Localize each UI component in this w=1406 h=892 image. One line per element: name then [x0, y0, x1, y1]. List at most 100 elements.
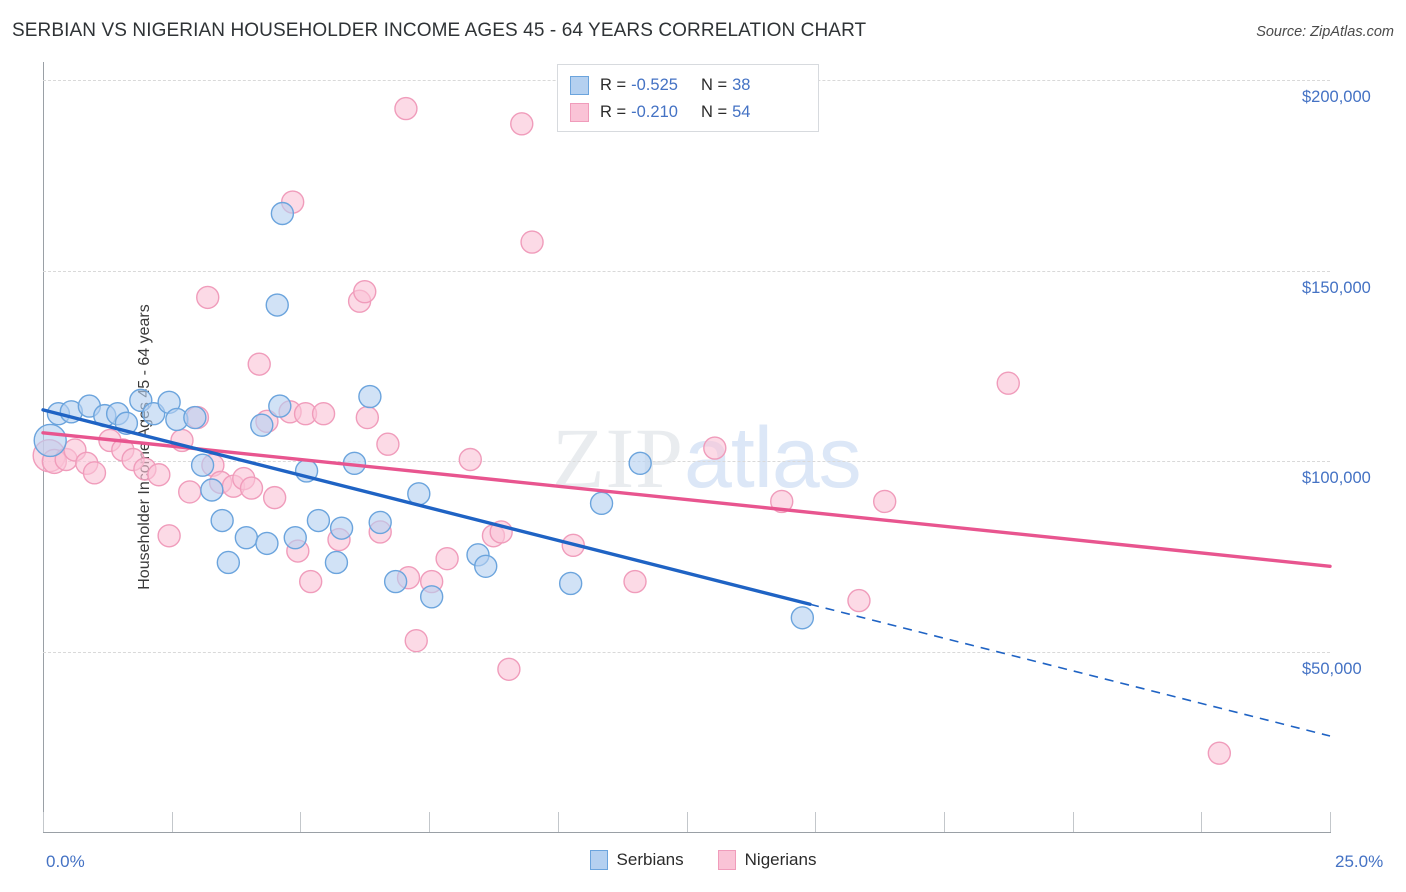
scatter-point-serbians[interactable] [200, 478, 224, 502]
scatter-point-nigerians[interactable] [520, 230, 544, 254]
scatter-point-serbians[interactable] [283, 525, 307, 550]
scatter-point-serbians[interactable] [589, 491, 614, 516]
legend-swatch-serbians [570, 76, 589, 95]
scatter-point-serbians[interactable] [33, 423, 67, 458]
series-swatch-nigerians [717, 850, 736, 870]
scatter-point-serbians[interactable] [183, 405, 207, 430]
scatter-point-nigerians[interactable] [353, 279, 377, 304]
scatter-point-serbians[interactable] [216, 550, 241, 575]
scatter-point-serbians[interactable] [234, 525, 259, 550]
series-label-serbians: Serbians [616, 850, 684, 869]
x-axis-tick [171, 812, 173, 832]
n-label-serbians: N = [700, 76, 728, 94]
n-label-nigerians: N = [700, 103, 728, 121]
scatter-point-serbians[interactable] [628, 451, 652, 476]
r-value-nigerians: -0.210 [631, 103, 678, 121]
x-axis-tick [557, 812, 559, 832]
x-axis-tick [1072, 812, 1074, 832]
y-axis-tick-label: $150,000 [1302, 278, 1371, 297]
scatter-point-nigerians[interactable] [394, 96, 418, 121]
x-axis-tick [1201, 812, 1203, 832]
scatter-point-serbians[interactable] [790, 606, 815, 630]
scatter-point-serbians[interactable] [358, 384, 382, 409]
scatter-point-nigerians[interactable] [311, 402, 336, 426]
r-label-nigerians: R = [600, 103, 627, 121]
scatter-point-serbians[interactable] [474, 554, 498, 578]
scatter-point-serbians[interactable] [419, 585, 444, 609]
r-value-serbians: -0.525 [631, 76, 678, 94]
scatter-point-nigerians[interactable] [82, 461, 107, 485]
y-axis-tick-label: $100,000 [1302, 469, 1371, 488]
scatter-point-serbians[interactable] [558, 571, 583, 596]
scatter-point-nigerians[interactable] [376, 432, 400, 456]
x-axis-tick-label-min: 0.0% [46, 852, 85, 871]
x-axis-tick [943, 812, 945, 832]
scatter-point-nigerians[interactable] [623, 569, 647, 594]
scatter-point-nigerians[interactable] [147, 463, 171, 487]
gridline-horizontal [43, 270, 1330, 272]
series-label-nigerians: Nigerians [744, 850, 817, 869]
legend-row-nigerians: R = -0.210 N = 54 [570, 99, 806, 126]
scatter-point-serbians[interactable] [270, 201, 295, 226]
scatter-point-serbians[interactable] [368, 510, 392, 535]
scatter-point-nigerians[interactable] [355, 405, 380, 430]
trendline-serbians-dashed [809, 603, 1331, 737]
trendline-serbians-solid [41, 408, 812, 606]
n-value-serbians: 38 [732, 76, 751, 94]
legend-row-serbians: R = -0.525 N = 38 [570, 72, 806, 99]
scatter-point-nigerians[interactable] [178, 480, 202, 504]
page-title: SERBIAN VS NIGERIAN HOUSEHOLDER INCOME A… [12, 20, 867, 41]
scatter-point-nigerians[interactable] [435, 546, 459, 571]
scatter-point-serbians[interactable] [329, 516, 354, 540]
y-axis-tick-label: $200,000 [1302, 88, 1371, 106]
source-attribution: Source: ZipAtlas.com [1256, 24, 1394, 40]
series-legend-item-serbians[interactable]: Serbians [589, 850, 684, 870]
scatter-point-serbians[interactable] [324, 550, 349, 575]
scatter-point-serbians[interactable] [250, 413, 274, 437]
correlation-legend: R = -0.525 N = 38 R = -0.210 N = 54 [557, 64, 819, 132]
scatter-point-nigerians[interactable] [404, 628, 428, 653]
scatter-point-nigerians[interactable] [196, 285, 220, 310]
scatter-point-serbians[interactable] [306, 508, 331, 533]
x-axis-line [43, 832, 1331, 833]
scatter-point-nigerians[interactable] [872, 489, 897, 514]
y-axis-tick-label: $50,000 [1302, 660, 1362, 679]
scatter-point-nigerians[interactable] [497, 657, 521, 681]
scatter-point-serbians[interactable] [210, 508, 234, 533]
scatter-point-nigerians[interactable] [239, 476, 264, 500]
x-axis-tick [300, 812, 302, 832]
x-axis-tick [43, 812, 44, 832]
series-swatch-serbians [589, 850, 608, 870]
trendline-nigerians-solid [41, 431, 1332, 568]
r-label-serbians: R = [600, 76, 627, 94]
scatter-point-nigerians[interactable] [510, 112, 534, 136]
x-axis-tick [815, 812, 817, 832]
scatter-point-nigerians[interactable] [247, 352, 271, 376]
series-legend-item-nigerians[interactable]: Nigerians [717, 850, 817, 870]
scatter-point-serbians[interactable] [190, 453, 215, 477]
x-axis-tick [1330, 812, 1331, 832]
scatter-point-serbians[interactable] [383, 569, 408, 594]
gridline-horizontal [43, 461, 1330, 463]
n-value-nigerians: 54 [732, 103, 751, 121]
scatter-point-nigerians[interactable] [1207, 741, 1232, 765]
series-legend: Serbians Nigerians [0, 850, 1406, 870]
scatter-point-nigerians[interactable] [298, 569, 323, 594]
x-axis-tick-label-max: 25.0% [1335, 852, 1384, 871]
x-axis-tick [429, 812, 431, 832]
legend-swatch-nigerians [570, 103, 589, 122]
scatter-point-nigerians[interactable] [157, 524, 181, 548]
x-axis-tick [686, 812, 688, 832]
scatter-point-nigerians[interactable] [770, 489, 794, 514]
scatter-point-serbians[interactable] [265, 293, 289, 317]
scatter-point-nigerians[interactable] [703, 436, 727, 460]
scatter-point-serbians[interactable] [268, 394, 292, 418]
scatter-point-nigerians[interactable] [996, 371, 1020, 395]
scatter-point-nigerians[interactable] [458, 447, 482, 472]
scatter-point-nigerians[interactable] [262, 485, 287, 510]
scatter-point-serbians[interactable] [255, 531, 279, 556]
scatter-point-nigerians[interactable] [847, 588, 871, 613]
gridline-horizontal [43, 652, 1330, 654]
